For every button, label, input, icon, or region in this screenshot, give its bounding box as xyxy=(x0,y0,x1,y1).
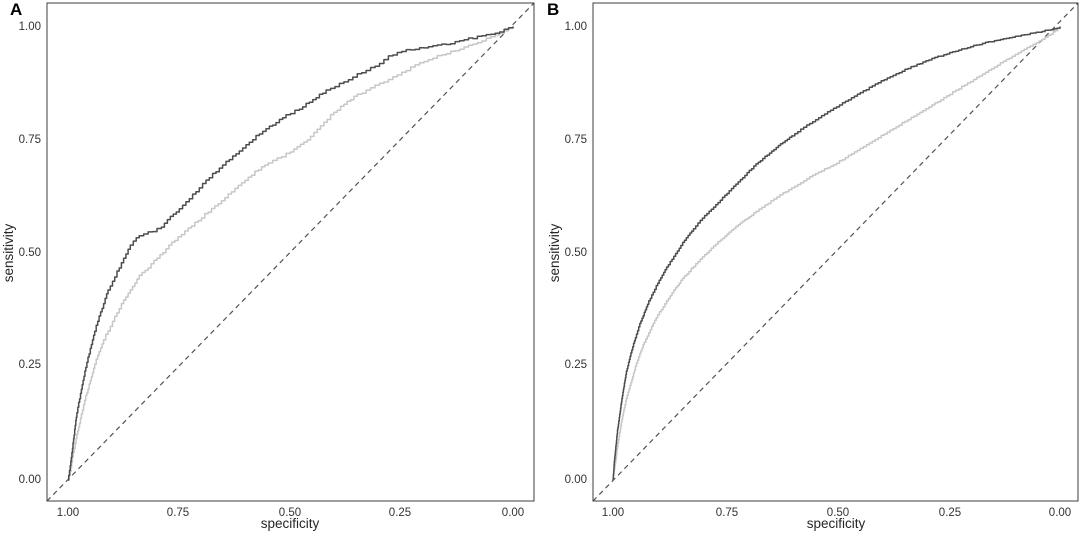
x-tick-label: 0.25 xyxy=(388,507,412,519)
dark-gray-roc-curve xyxy=(67,26,514,481)
light-gray-roc-curve xyxy=(612,26,1061,481)
panel-a-label: A xyxy=(10,0,23,19)
x-tick-label: 0.00 xyxy=(501,507,525,519)
y-tick-label: 0.00 xyxy=(564,474,587,486)
y-tick-label: 1.00 xyxy=(18,21,41,33)
plot-border xyxy=(592,2,1079,502)
x-tick-label: 0.25 xyxy=(938,507,962,519)
panel-b-label: B xyxy=(547,0,560,19)
y-tick-label: 0.25 xyxy=(564,359,587,371)
x-tick-label: 0.00 xyxy=(1048,507,1072,519)
reference-diagonal-line xyxy=(46,2,535,502)
x-tick-label: 1.00 xyxy=(56,507,80,519)
dark-gray-roc-curve xyxy=(612,26,1061,481)
x-tick-label: 0.75 xyxy=(715,507,739,519)
panel-b-x-axis-title: specificity xyxy=(806,516,866,531)
y-tick-label: 1.00 xyxy=(564,21,587,33)
panel-a-x-axis-title: specificity xyxy=(260,516,320,531)
y-tick-label: 0.50 xyxy=(18,247,41,259)
reference-diagonal-line xyxy=(592,2,1079,502)
y-tick-label: 0.25 xyxy=(18,359,41,371)
plot-border xyxy=(46,2,535,502)
x-tick-label: 0.75 xyxy=(166,507,190,519)
light-gray-roc-curve xyxy=(67,26,514,481)
y-tick-label: 0.75 xyxy=(18,134,41,146)
y-tick-label: 0.75 xyxy=(564,134,587,146)
x-tick-label: 0.50 xyxy=(826,507,850,519)
x-tick-label: 0.50 xyxy=(278,507,302,519)
y-tick-label: 0.00 xyxy=(18,474,41,486)
x-tick-label: 1.00 xyxy=(601,507,625,519)
y-tick-label: 0.50 xyxy=(564,247,587,259)
